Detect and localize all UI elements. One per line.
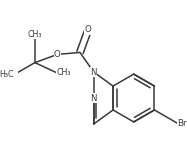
Text: CH₃: CH₃ xyxy=(56,68,71,77)
Text: N: N xyxy=(91,93,97,103)
Text: H₃C: H₃C xyxy=(0,70,14,79)
Text: CH₃: CH₃ xyxy=(28,30,42,39)
Text: O: O xyxy=(85,25,91,35)
Text: O: O xyxy=(54,50,61,59)
Text: Br: Br xyxy=(177,119,187,128)
Text: N: N xyxy=(91,68,97,76)
